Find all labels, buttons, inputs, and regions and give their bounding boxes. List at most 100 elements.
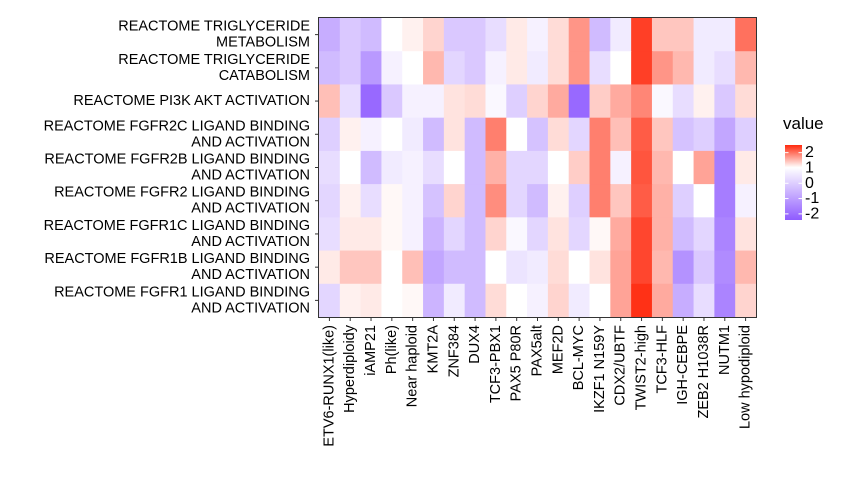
y-tick-label: AND ACTIVATION [191,267,310,283]
heatmap-cell [464,184,487,218]
heatmap-cell [506,51,528,86]
heatmap-cell [610,217,632,252]
heatmap-cell [610,51,632,86]
heatmap-cell [672,117,695,152]
heatmap-cell [443,18,466,52]
heatmap-cell [485,51,507,86]
y-tick-label: CATABOLISM [219,68,310,84]
heatmap-cell [485,283,507,318]
heatmap-cell [464,51,487,86]
heatmap-cell [506,18,528,52]
heatmap-cell [443,283,466,318]
heatmap-cell [714,18,736,52]
heatmap-cell [568,150,591,185]
heatmap-cell [485,150,507,185]
heatmap-cell [464,250,487,285]
heatmap-cell [527,217,549,252]
heatmap-cell [714,150,736,185]
heatmap-cell [651,117,674,152]
y-tick-label: AND ACTIVATION [191,201,310,217]
heatmap-cell [672,283,695,318]
heatmap-cell [672,84,695,119]
heatmap-cell [672,18,695,52]
heatmap-cell [714,117,736,152]
heatmap-cell [527,84,549,119]
heatmap-cell [693,117,715,152]
x-tick-label: MEF2D [550,325,566,374]
x-tick-label: TCF3-HLF [654,325,670,394]
heatmap-cell [360,18,383,52]
y-tick-label: AND ACTIVATION [191,234,310,250]
heatmap-cell [339,84,362,119]
heatmap-cell [568,250,591,285]
heatmap-cell [319,184,341,218]
x-tick-label: TWIST2-high [634,325,650,410]
heatmap-cell [443,51,466,86]
heatmap-cell [568,51,591,86]
heatmap-cell [735,117,757,152]
heatmap-cell [319,84,341,119]
heatmap-cell [735,184,757,218]
heatmap-cell [631,51,653,86]
heatmap-cell [402,51,424,86]
heatmap-cell [547,217,570,252]
heatmap-cell [423,250,445,285]
heatmap-cell [485,117,507,152]
y-tick-label: REACTOME FGFR2C LIGAND BINDING [44,118,310,134]
heatmap-cell [402,184,424,218]
y-tick-label: AND ACTIVATION [191,134,310,150]
heatmap-cell [443,217,466,252]
heatmap-cell [735,283,757,318]
heatmap-cell [381,184,403,218]
heatmap-cell [651,217,674,252]
heatmap-cell [506,84,528,119]
heatmap-cell [631,250,653,285]
x-tick-label: IGH-CEBPE [675,325,691,405]
heatmap-cell [485,184,507,218]
heatmap-cell [589,18,611,52]
heatmap-cell [735,150,757,185]
heatmap-cell [547,283,570,318]
heatmap-cell [402,217,424,252]
heatmap-cell [589,117,611,152]
heatmap-cell [631,283,653,318]
heatmap-cell [443,184,466,218]
heatmap-cell [527,283,549,318]
heatmap-cell [319,51,341,86]
heatmap-cell [339,51,362,86]
heatmap-cell [631,184,653,218]
heatmap-cell [714,84,736,119]
heatmap-cell [339,117,362,152]
legend-tick-label: 2 [805,144,814,161]
heatmap-cell [547,51,570,86]
heatmap-cell [485,18,507,52]
x-tick-label: Hyperdiploidy [342,324,358,413]
heatmap-cell [464,84,487,119]
heatmap-cell [693,283,715,318]
legend-tick-label: 0 [805,175,814,192]
heatmap-cell [319,18,341,52]
heatmap-cell [360,117,383,152]
x-axis-labels: ETV6-RUNX1(like) Hyperdiploidy iAMP21 Ph(li… [321,317,754,447]
heatmap-cell [693,184,715,218]
heatmap-cell [339,184,362,218]
heatmap-cell [506,217,528,252]
heatmap-cell [402,250,424,285]
heatmap-cell [672,184,695,218]
heatmap-cell [360,217,383,252]
heatmap-cell [381,51,403,86]
heatmap-cell [360,84,383,119]
x-tick-label: CDX2/UBTF [613,325,629,406]
legend: value 210-1-2 [783,114,824,222]
heatmap-cell [339,283,362,318]
heatmap-cell [527,184,549,218]
legend-tick-label: -1 [805,190,819,207]
heatmap-cell [547,250,570,285]
heatmap-cell [381,150,403,185]
y-tick-label: METABOLISM [216,35,310,51]
heatmap-cell [381,84,403,119]
y-tick-label: REACTOME FGFR1 LIGAND BINDING [54,284,310,300]
x-tick-label: PAX5 P80R [509,325,525,401]
heatmap-cell [631,217,653,252]
